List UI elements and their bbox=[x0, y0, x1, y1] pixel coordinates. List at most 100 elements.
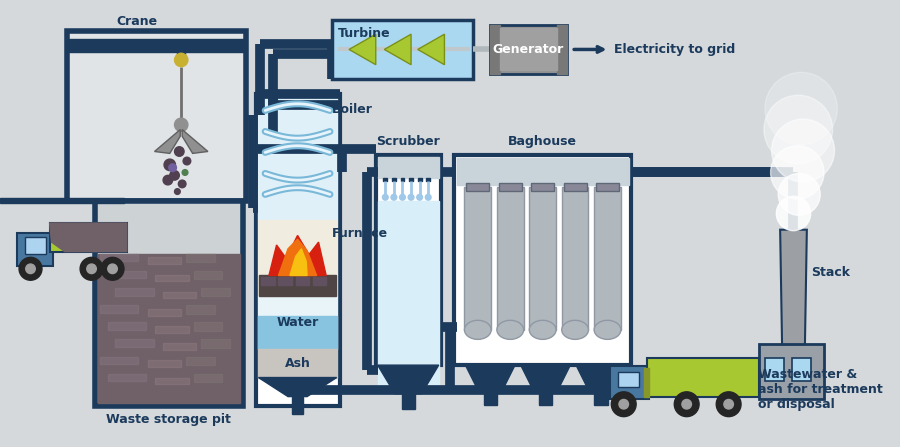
Bar bbox=[256, 94, 339, 406]
Bar bbox=[258, 96, 337, 220]
Bar bbox=[100, 357, 139, 364]
Bar bbox=[497, 187, 524, 330]
Circle shape bbox=[86, 264, 96, 274]
Circle shape bbox=[426, 194, 431, 200]
Bar bbox=[25, 237, 46, 254]
Bar bbox=[17, 232, 53, 266]
Polygon shape bbox=[269, 236, 326, 275]
Bar bbox=[596, 183, 619, 190]
Ellipse shape bbox=[594, 320, 621, 339]
Bar bbox=[259, 275, 336, 296]
Circle shape bbox=[178, 180, 186, 188]
Bar bbox=[100, 253, 139, 261]
Text: Electricity to grid: Electricity to grid bbox=[614, 43, 735, 56]
Bar bbox=[464, 187, 491, 330]
Bar bbox=[466, 183, 490, 190]
Bar bbox=[108, 374, 146, 381]
Bar bbox=[186, 253, 214, 262]
Bar bbox=[261, 278, 274, 285]
Bar bbox=[483, 392, 497, 405]
Text: Stack: Stack bbox=[811, 266, 850, 279]
Bar bbox=[258, 220, 337, 296]
Circle shape bbox=[163, 175, 173, 185]
Bar bbox=[98, 253, 240, 403]
Polygon shape bbox=[465, 365, 515, 392]
Bar bbox=[765, 358, 784, 381]
Circle shape bbox=[409, 194, 414, 200]
Bar bbox=[454, 155, 632, 365]
Bar bbox=[115, 288, 154, 295]
Bar bbox=[258, 316, 337, 349]
Bar bbox=[594, 187, 621, 330]
Bar bbox=[531, 183, 554, 190]
Circle shape bbox=[101, 257, 124, 280]
Bar bbox=[376, 155, 441, 365]
Circle shape bbox=[771, 119, 834, 182]
Bar bbox=[258, 296, 337, 349]
Circle shape bbox=[400, 194, 405, 200]
Bar bbox=[163, 292, 196, 298]
Polygon shape bbox=[50, 223, 127, 252]
Bar bbox=[68, 39, 244, 52]
Bar bbox=[258, 349, 337, 378]
Polygon shape bbox=[521, 365, 571, 392]
Circle shape bbox=[724, 400, 733, 409]
Circle shape bbox=[391, 194, 397, 200]
Bar bbox=[177, 52, 185, 60]
Circle shape bbox=[182, 169, 188, 175]
Polygon shape bbox=[378, 365, 438, 394]
Polygon shape bbox=[290, 249, 307, 275]
Polygon shape bbox=[349, 34, 376, 65]
Ellipse shape bbox=[497, 320, 524, 339]
Bar bbox=[278, 278, 292, 285]
Bar bbox=[562, 187, 589, 330]
Bar bbox=[313, 278, 326, 285]
Circle shape bbox=[777, 196, 811, 231]
Text: Wastewater &
ash for treatment
or disposal: Wastewater & ash for treatment or dispos… bbox=[758, 368, 883, 411]
Text: Water: Water bbox=[276, 316, 319, 329]
Circle shape bbox=[382, 194, 388, 200]
Bar bbox=[194, 271, 222, 279]
Bar bbox=[499, 183, 522, 190]
Bar bbox=[156, 274, 189, 281]
Bar bbox=[186, 357, 214, 365]
Bar bbox=[378, 157, 438, 178]
Bar bbox=[108, 322, 146, 330]
Circle shape bbox=[169, 164, 176, 172]
Text: Furnace: Furnace bbox=[332, 227, 388, 240]
Text: Boiler: Boiler bbox=[332, 103, 373, 116]
Bar bbox=[202, 339, 230, 348]
Bar bbox=[156, 378, 189, 384]
Circle shape bbox=[770, 146, 824, 199]
Bar bbox=[427, 178, 430, 181]
Text: Generator: Generator bbox=[492, 43, 564, 56]
Text: Baghouse: Baghouse bbox=[508, 135, 577, 148]
Bar bbox=[148, 257, 181, 264]
Bar bbox=[115, 339, 154, 347]
Bar bbox=[401, 394, 415, 409]
Bar bbox=[148, 309, 181, 316]
Bar bbox=[292, 396, 303, 414]
Text: Turbine: Turbine bbox=[338, 26, 391, 39]
Bar bbox=[108, 271, 146, 278]
Bar bbox=[202, 288, 230, 296]
Circle shape bbox=[175, 118, 188, 131]
Polygon shape bbox=[50, 223, 127, 252]
Circle shape bbox=[175, 53, 188, 67]
Circle shape bbox=[164, 159, 176, 171]
Bar bbox=[163, 343, 196, 350]
Bar bbox=[378, 201, 438, 386]
Circle shape bbox=[108, 264, 117, 274]
Circle shape bbox=[765, 72, 837, 145]
Bar bbox=[646, 358, 760, 396]
Bar bbox=[332, 20, 473, 79]
Bar bbox=[618, 372, 639, 387]
Bar bbox=[610, 366, 649, 399]
Bar bbox=[0, 198, 124, 203]
Bar bbox=[392, 178, 396, 181]
Ellipse shape bbox=[562, 320, 589, 339]
Bar bbox=[100, 305, 139, 312]
Polygon shape bbox=[780, 230, 806, 344]
Ellipse shape bbox=[464, 320, 491, 339]
Bar bbox=[792, 358, 811, 381]
